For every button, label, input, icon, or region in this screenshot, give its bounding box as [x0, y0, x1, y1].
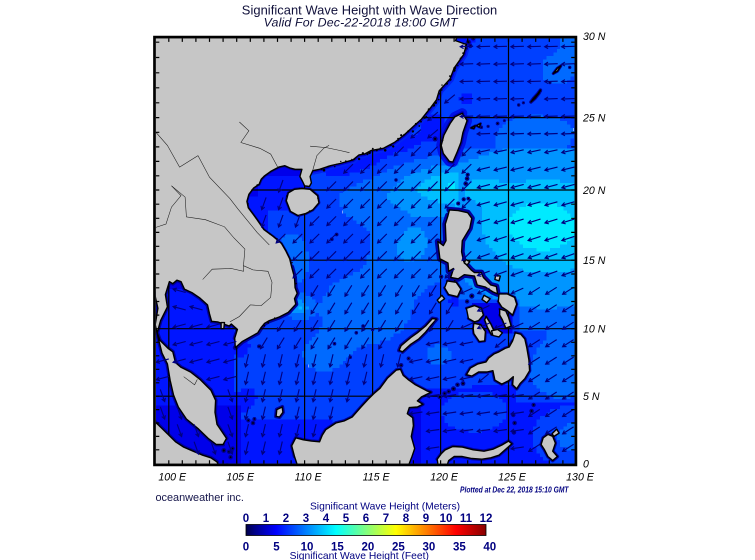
svg-text:5: 5 [343, 513, 350, 525]
svg-text:10: 10 [440, 513, 453, 525]
svg-text:Plotted at Dec 22, 2018 15:10: Plotted at Dec 22, 2018 15:10 GMT [460, 485, 569, 495]
svg-text:Valid For Dec-22-2018 18:00 GM: Valid For Dec-22-2018 18:00 GMT [264, 16, 459, 30]
svg-text:8: 8 [403, 513, 410, 525]
svg-text:7: 7 [383, 513, 389, 525]
svg-text:5 N: 5 N [583, 391, 600, 403]
svg-text:Significant Wave Height (Meter: Significant Wave Height (Meters) [310, 502, 460, 513]
svg-text:110 E: 110 E [295, 471, 323, 483]
svg-text:25 N: 25 N [582, 112, 606, 124]
svg-text:6: 6 [363, 513, 369, 525]
svg-text:12: 12 [480, 513, 493, 525]
svg-text:0: 0 [243, 542, 249, 554]
svg-text:20 N: 20 N [582, 185, 606, 197]
svg-text:15: 15 [331, 542, 344, 554]
svg-text:11: 11 [460, 513, 473, 525]
svg-text:Significant Wave Height (Feet): Significant Wave Height (Feet) [290, 551, 429, 560]
svg-text:0: 0 [243, 513, 249, 525]
svg-text:100 E: 100 E [158, 471, 187, 483]
svg-text:2: 2 [283, 513, 289, 525]
svg-text:5: 5 [273, 542, 280, 554]
svg-text:3: 3 [303, 513, 309, 525]
svg-text:20: 20 [362, 542, 375, 554]
svg-text:10 N: 10 N [583, 324, 606, 336]
svg-text:130 E: 130 E [566, 471, 595, 483]
svg-text:4: 4 [323, 513, 330, 525]
svg-text:10: 10 [301, 542, 314, 554]
svg-text:9: 9 [423, 513, 429, 525]
svg-text:115 E: 115 E [363, 471, 391, 483]
svg-text:30 N: 30 N [583, 31, 606, 43]
svg-text:0: 0 [583, 459, 589, 471]
svg-text:30: 30 [423, 542, 436, 554]
svg-text:1: 1 [263, 513, 270, 525]
svg-text:120 E: 120 E [430, 471, 459, 483]
svg-text:25: 25 [392, 542, 405, 554]
svg-text:105 E: 105 E [226, 471, 255, 483]
svg-text:15 N: 15 N [583, 255, 606, 267]
svg-text:125 E: 125 E [498, 471, 527, 483]
svg-text:35: 35 [453, 542, 466, 554]
svg-text:oceanweather inc.: oceanweather inc. [156, 492, 244, 504]
svg-text:Significant Wave Height with W: Significant Wave Height with Wave Direct… [242, 3, 497, 18]
svg-text:40: 40 [483, 542, 496, 554]
